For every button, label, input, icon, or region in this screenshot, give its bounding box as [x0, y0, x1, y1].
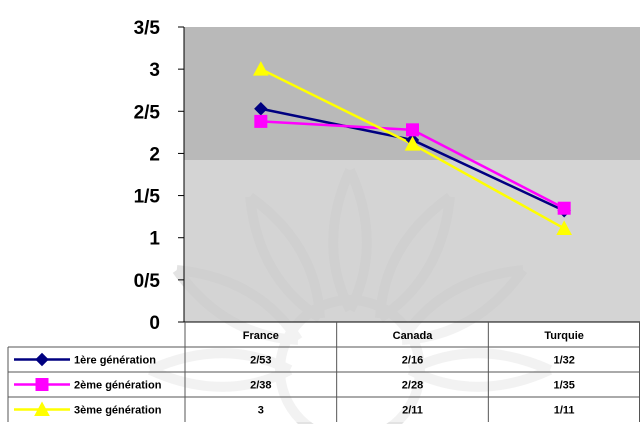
series-layer: [252, 61, 573, 235]
data-value-cell: 2/53: [250, 355, 271, 367]
category-label: Canada: [393, 330, 434, 342]
legend-marker: [35, 352, 49, 367]
legend-marker: [34, 401, 50, 416]
y-tick-label: 0/5: [134, 271, 161, 292]
data-value-cell: 1/35: [553, 380, 574, 392]
data-value-cell: 3: [258, 405, 264, 417]
plot-area-lower: [184, 160, 640, 322]
data-value-cell: 1/32: [553, 355, 574, 367]
data-value-cell: 2/38: [250, 380, 271, 392]
legend-label: 3ème génération: [74, 405, 162, 417]
data-point: [556, 220, 573, 235]
y-axis-ticks: 0 0/5 1 1/5 2 2/5 3 3/5: [134, 18, 184, 334]
data-point: [557, 201, 571, 215]
category-label: France: [243, 330, 279, 342]
category-label: Turquie: [544, 330, 584, 342]
data-value-cell: 2/28: [402, 380, 423, 392]
data-value-cell: 2/11: [402, 405, 423, 417]
table-header-bg: [185, 322, 640, 347]
data-table: France Canada Turquie 1ère génération 2/53 2/…: [7, 321, 640, 422]
data-point: [404, 136, 421, 151]
y-tick-label: 2/5: [134, 102, 161, 123]
data-point: [406, 123, 419, 137]
data-value-cell: 1/11: [554, 405, 575, 417]
y-tick-label: 1: [149, 229, 160, 250]
y-tick-label: 3/5: [134, 18, 161, 39]
legend-marker: [35, 378, 49, 391]
legend-label: 1ère génération: [74, 355, 156, 367]
data-point: [254, 102, 268, 116]
y-tick-label: 2: [149, 144, 160, 165]
data-point: [254, 114, 268, 128]
y-tick-label: 0: [149, 313, 160, 334]
legend-label: 2ème génération: [74, 380, 162, 392]
y-tick-label: 3: [149, 60, 160, 81]
y-tick-label: 1/5: [134, 187, 161, 208]
table-body-bg: [8, 347, 640, 422]
data-point: [252, 61, 269, 76]
data-value-cell: 2/16: [402, 355, 423, 367]
